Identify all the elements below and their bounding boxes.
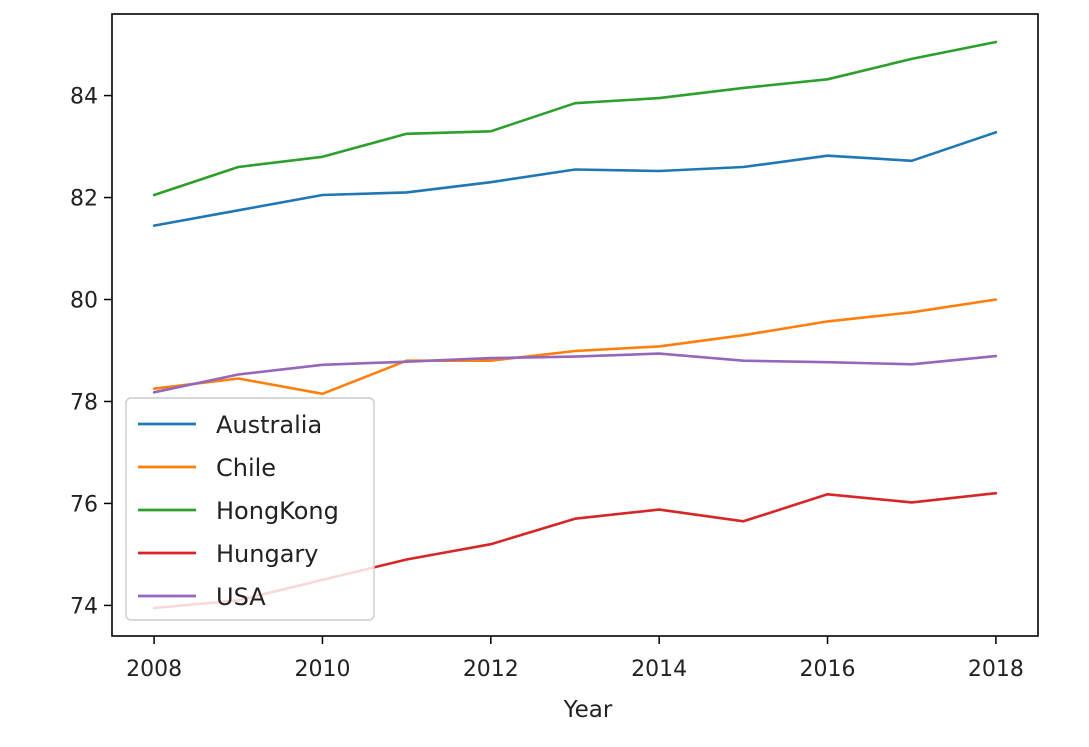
x-axis-label: Year [563, 697, 613, 723]
y-tick-label: 82 [70, 187, 98, 212]
series-line-chile [152, 298, 998, 396]
y-tick-label: 78 [70, 390, 98, 415]
x-tick-label: 2012 [463, 657, 519, 682]
legend-label-chile: Chile [216, 454, 276, 482]
y-tick-label: 74 [70, 594, 98, 619]
legend-label-usa: USA [216, 583, 266, 611]
y-tick-label: 80 [70, 289, 98, 314]
x-tick-label: 2016 [800, 657, 856, 682]
y-tick-label: 84 [70, 85, 98, 110]
y-tick-label: 76 [70, 492, 98, 517]
x-axis: 2008 2010 2012 2014 2016 2018 [126, 636, 1024, 682]
legend-box [125, 397, 375, 621]
plot-area-frame [111, 13, 1039, 637]
x-tick-label: 2008 [126, 657, 182, 682]
series-line-australia [152, 131, 998, 227]
legend-label-hungary: Hungary [216, 540, 318, 568]
y-axis: 74 76 78 80 82 84 [70, 85, 112, 619]
series-line-hongkong [152, 40, 998, 197]
x-tick-label: 2014 [631, 657, 687, 682]
series-line-usa [152, 352, 998, 394]
legend-label-hongkong: HongKong [216, 497, 339, 525]
x-tick-label: 2018 [968, 657, 1024, 682]
legend-label-australia: Australia [216, 411, 322, 439]
legend: Australia Chile HongKong Hungary USA [125, 397, 375, 621]
x-tick-label: 2010 [294, 657, 350, 682]
